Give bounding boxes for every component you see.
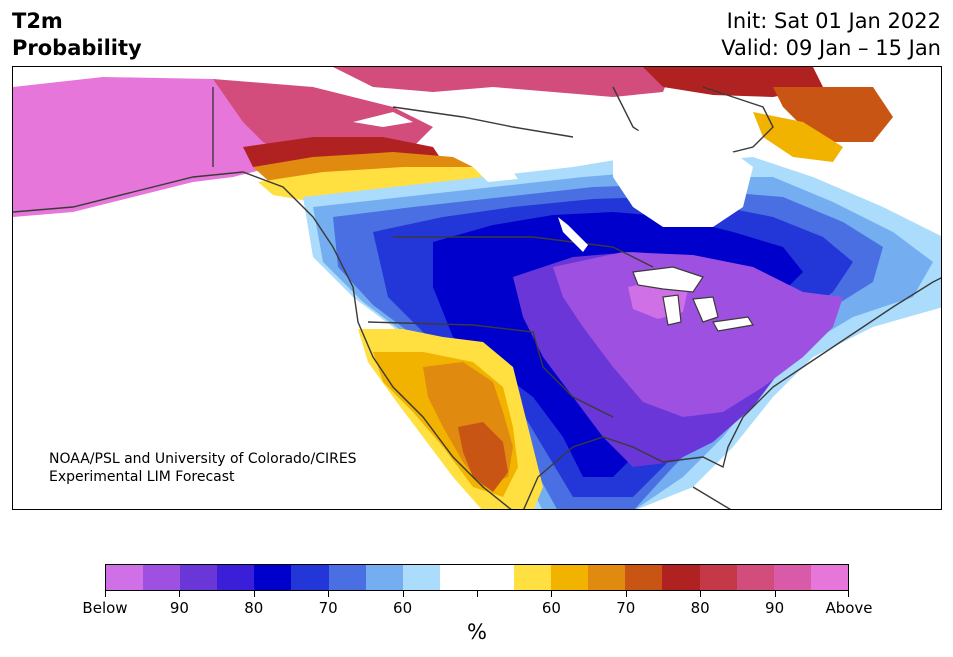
colorbar-tick-label: 60 bbox=[541, 599, 561, 617]
colorbar-segment bbox=[402, 565, 440, 590]
hudson-bay bbox=[613, 127, 753, 227]
labrador-orange-region bbox=[773, 87, 893, 142]
colorbar-segment bbox=[625, 565, 663, 590]
colorbar-tick bbox=[328, 591, 330, 597]
forecast-dates: Init: Sat 01 Jan 2022 Valid: 09 Jan – 15… bbox=[721, 8, 941, 62]
cold-purple-region bbox=[553, 252, 843, 417]
colorbar-tick bbox=[105, 591, 106, 597]
colorbar-segment bbox=[810, 565, 848, 590]
colorbar-segment bbox=[254, 565, 292, 590]
colorbar-unit: % bbox=[467, 620, 487, 644]
colorbar-segment bbox=[328, 565, 366, 590]
colorbar-segment bbox=[736, 565, 774, 590]
colorbar-tick bbox=[253, 591, 255, 597]
colorbar-segment bbox=[699, 565, 737, 590]
title-line-1: T2m bbox=[12, 9, 63, 33]
great-lakes bbox=[632, 266, 754, 332]
colorbar-tick bbox=[402, 591, 404, 597]
colorbar-segment bbox=[588, 565, 626, 590]
init-date: Init: Sat 01 Jan 2022 bbox=[726, 9, 941, 33]
colorbar-segment bbox=[514, 565, 552, 590]
colorbar-segment bbox=[180, 565, 218, 590]
colorbar-tick bbox=[848, 591, 849, 597]
title-line-2: Probability bbox=[12, 36, 142, 60]
map-panel bbox=[12, 66, 942, 510]
colorbar-segment bbox=[143, 565, 181, 590]
colorbar-tick bbox=[477, 591, 478, 597]
colorbar-segment bbox=[291, 565, 329, 590]
colorbar-tick bbox=[700, 591, 702, 597]
colorbar-segment bbox=[476, 565, 515, 590]
map-title: T2m Probability bbox=[12, 8, 142, 62]
labrador-yellow-region bbox=[753, 112, 843, 162]
colorbar-tick-label: 60 bbox=[393, 599, 413, 617]
colorbar-segment bbox=[551, 565, 589, 590]
colorbar-tick-label: 90 bbox=[169, 599, 189, 617]
colorbar-segment bbox=[106, 565, 144, 590]
colorbar-ticks bbox=[105, 591, 849, 599]
colorbar-tick-label: 70 bbox=[318, 599, 338, 617]
colorbar-tick-label: Below bbox=[82, 599, 128, 617]
nunavut-above-region bbox=[333, 67, 673, 97]
colorbar-segment bbox=[217, 565, 255, 590]
colorbar bbox=[105, 564, 849, 591]
valid-period: Valid: 09 Jan – 15 Jan bbox=[721, 36, 941, 60]
colorbar-segment bbox=[662, 565, 700, 590]
credit-text: NOAA/PSL and University of Colorado/CIRE… bbox=[49, 450, 357, 486]
colorbar-tick-label: 80 bbox=[244, 599, 264, 617]
probability-map bbox=[13, 67, 941, 509]
interior-lakes bbox=[353, 112, 588, 252]
credit-line-1: NOAA/PSL and University of Colorado/CIRE… bbox=[49, 451, 357, 467]
colorbar-tick-label: 80 bbox=[690, 599, 710, 617]
colorbar-tick bbox=[625, 591, 627, 597]
colorbar-tick-label: Above bbox=[825, 599, 873, 617]
colorbar-segment bbox=[773, 565, 811, 590]
colorbar-tick bbox=[551, 591, 553, 597]
colorbar-tick bbox=[774, 591, 776, 597]
colorbar-tick-label: 90 bbox=[765, 599, 785, 617]
colorbar-tick bbox=[179, 591, 181, 597]
colorbar-tick-label: 70 bbox=[616, 599, 636, 617]
mexico-dark-orange-region bbox=[458, 422, 508, 492]
colorbar-segment bbox=[365, 565, 403, 590]
credit-line-2: Experimental LIM Forecast bbox=[49, 469, 235, 485]
colorbar-segment bbox=[439, 565, 477, 590]
